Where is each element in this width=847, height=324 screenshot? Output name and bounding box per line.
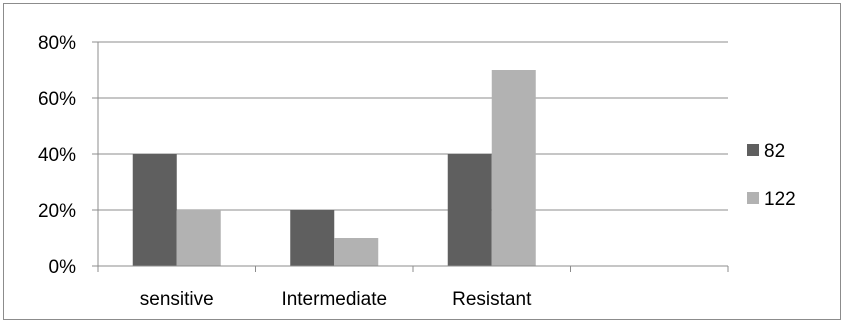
legend: 82 122: [747, 141, 796, 210]
bar-122-sensitive: [176, 210, 221, 266]
bar-82-sensitive: [132, 154, 177, 266]
y-tick-label: 80%: [38, 33, 76, 54]
legend-label-122: 122: [764, 189, 796, 210]
bars: [132, 70, 536, 266]
legend-swatch-82: [747, 144, 759, 156]
y-tick-labels: 0% 20% 40% 60% 80%: [38, 33, 76, 278]
y-tick-label: 20%: [38, 201, 76, 222]
gridlines: [98, 41, 728, 211]
x-tick-label: sensitive: [140, 289, 214, 310]
x-tick-label: Resistant: [452, 289, 532, 310]
bar-82-Intermediate: [290, 210, 335, 266]
y-tick-label: 40%: [38, 145, 76, 166]
bar-82-Resistant: [447, 154, 492, 266]
legend-label-82: 82: [764, 141, 785, 162]
axes: [92, 41, 729, 272]
y-tick-label: 60%: [38, 89, 76, 110]
bar-122-Resistant: [491, 70, 536, 266]
y-tick-label: 0%: [49, 257, 77, 278]
x-tick-label: Intermediate: [281, 289, 387, 310]
legend-swatch-122: [747, 192, 759, 204]
x-tick-labels: sensitive Intermediate Resistant: [140, 289, 532, 310]
bar-122-Intermediate: [334, 238, 379, 266]
